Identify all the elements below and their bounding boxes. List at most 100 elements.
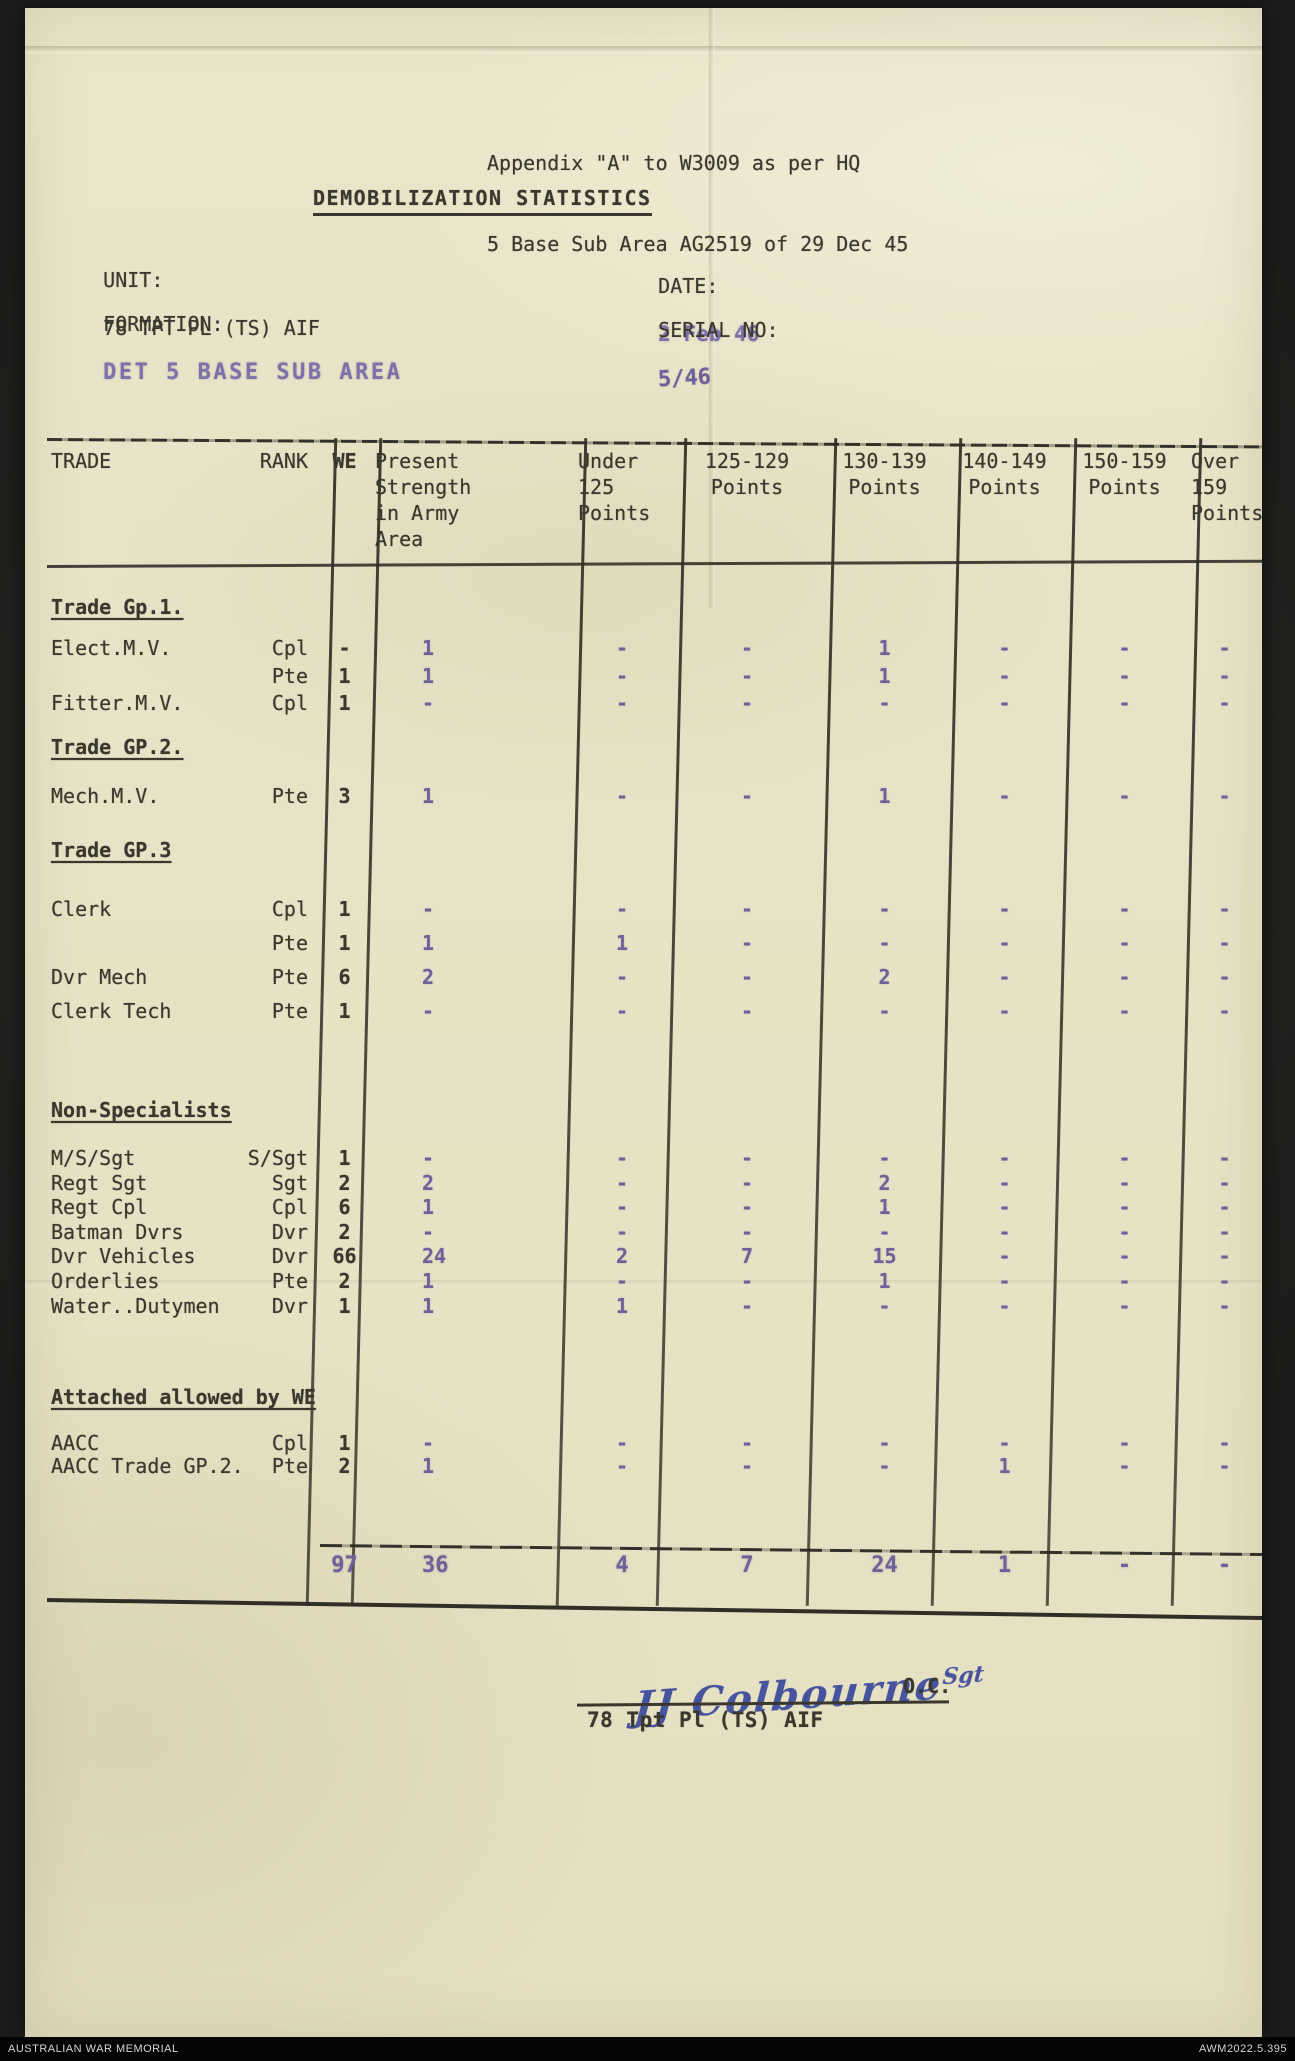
rank-cell: Cpl xyxy=(271,1431,308,1455)
value-cell: 15 xyxy=(872,1244,897,1269)
we-cell: 1 xyxy=(338,691,351,715)
totals-cell-we: 97 xyxy=(331,1553,358,1578)
value-cell: 1 xyxy=(878,636,891,660)
value-cell: - xyxy=(1218,663,1231,688)
trade-cell: M/S/Sgt xyxy=(51,1146,136,1170)
value-cell: - xyxy=(1118,663,1131,688)
section-heading: Trade GP.2. xyxy=(51,735,184,759)
value-cell: 2 xyxy=(422,965,435,989)
table-row: Fitter.M.V. Cpl 1 - - - - - - - xyxy=(47,692,1262,715)
value-cell: 7 xyxy=(740,1244,754,1269)
stats-table: TRADE RANK WE Present Strength in Army A… xyxy=(46,438,1262,1620)
we-cell: 3 xyxy=(338,784,351,808)
table-row: Dvr Mech Pte 6 2 - - 2 - - - xyxy=(47,966,1262,989)
trade-cell: Regt Cpl xyxy=(51,1195,148,1220)
value-cell: - xyxy=(1218,1454,1231,1478)
table-row: Water..Dutymen Dvr 1 1 1 - - - - - xyxy=(47,1293,1262,1318)
section-heading: Trade Gp.1. xyxy=(51,595,184,619)
table-header-row: TRADE RANK WE Present Strength in Army A… xyxy=(47,448,1262,552)
value-cell: - xyxy=(1218,897,1231,921)
rank-cell: Sgt xyxy=(271,1170,308,1195)
column-header-we: WE xyxy=(332,449,357,473)
value-cell: - xyxy=(1118,965,1131,989)
value-cell: 1 xyxy=(878,1195,891,1220)
value-cell: - xyxy=(878,1219,891,1244)
table-top-border xyxy=(46,438,1262,449)
value-cell: - xyxy=(422,1219,435,1244)
trade-cell: Dvr Vehicles xyxy=(51,1244,196,1269)
value-cell: - xyxy=(615,999,629,1023)
paper-crease-horizontal xyxy=(25,46,1262,53)
value-cell: 1 xyxy=(422,636,435,660)
we-cell: 6 xyxy=(338,965,351,989)
rank-cell: Pte xyxy=(271,784,308,808)
value-cell: 2 xyxy=(878,1170,891,1195)
we-cell: 2 xyxy=(338,1219,351,1244)
we-cell: 1 xyxy=(338,931,351,955)
appendix-line-1: Appendix "A" to W3009 as per HQ xyxy=(487,151,861,175)
value-cell: - xyxy=(1218,965,1231,989)
value-cell: - xyxy=(740,1269,754,1293)
rank-cell: Pte xyxy=(271,1269,308,1293)
column-header-present-strength: Present Strength in Army Area xyxy=(375,449,472,551)
value-cell: - xyxy=(998,1269,1011,1293)
value-cell: - xyxy=(740,1170,754,1195)
column-header-150-159: 150-159 Points xyxy=(1082,449,1167,499)
rank-cell: Dvr xyxy=(271,1293,308,1318)
archive-caption-bar: AUSTRALIAN WAR MEMORIAL AWM2022.5.395 xyxy=(0,2037,1295,2061)
value-cell: - xyxy=(615,965,629,989)
value-cell: - xyxy=(615,1195,629,1220)
signature-title: O.C. xyxy=(903,1674,952,1698)
rank-cell: Cpl xyxy=(271,1195,308,1220)
value-cell: 1 xyxy=(615,931,629,955)
date-value: 2 Feb 46 xyxy=(658,322,760,346)
rank-cell: Cpl xyxy=(271,691,308,715)
trade-cell: Fitter.M.V. xyxy=(51,691,184,715)
rank-cell: Pte xyxy=(271,931,308,955)
column-header-rank: RANK xyxy=(259,449,308,473)
value-cell: - xyxy=(740,1431,754,1455)
totals-cell-over-159: - xyxy=(1217,1553,1232,1578)
we-cell: 1 xyxy=(338,663,351,688)
value-cell: - xyxy=(998,1170,1011,1195)
column-header-140-149: 140-149 Points xyxy=(962,449,1047,499)
value-cell: - xyxy=(1218,999,1231,1023)
trade-cell: AACC xyxy=(51,1431,100,1455)
section-heading: Attached allowed by WE xyxy=(51,1385,316,1409)
table-row: Orderlies Pte 2 1 - - 1 - - - xyxy=(47,1270,1262,1293)
we-cell: 2 xyxy=(338,1269,351,1293)
value-cell: - xyxy=(615,636,629,660)
value-cell: - xyxy=(740,784,754,808)
value-cell: - xyxy=(1218,636,1231,660)
paper-crease-vertical xyxy=(709,8,715,608)
value-cell: - xyxy=(998,784,1011,808)
value-cell: - xyxy=(615,1269,629,1293)
value-cell: - xyxy=(1118,1431,1131,1455)
value-cell: - xyxy=(1218,1431,1231,1455)
table-header-rule xyxy=(46,559,1262,568)
value-cell: 24 xyxy=(422,1244,447,1269)
we-cell: 66 xyxy=(332,1244,357,1269)
value-cell: - xyxy=(1118,636,1131,660)
table-row: Pte 1 1 1 - - - - - xyxy=(47,932,1262,955)
table-row: Dvr Vehicles Dvr 66 24 2 7 15 - - - xyxy=(47,1245,1262,1268)
value-cell: - xyxy=(878,691,891,715)
table-row: AACC Cpl 1 - - - - - - - xyxy=(47,1432,1262,1455)
value-cell: - xyxy=(740,999,754,1023)
value-cell: 1 xyxy=(878,1269,891,1293)
value-cell: 1 xyxy=(422,1293,435,1318)
totals-cell-130-139: 24 xyxy=(871,1553,898,1578)
value-cell: - xyxy=(615,784,629,808)
trade-cell: Elect.M.V. xyxy=(51,636,172,660)
value-cell: - xyxy=(878,999,891,1023)
value-cell: - xyxy=(1118,784,1131,808)
table-row: AACC Trade GP.2. Pte 2 1 - - - 1 - - xyxy=(47,1455,1262,1478)
we-cell: 1 xyxy=(338,1146,351,1170)
value-cell: - xyxy=(1118,897,1131,921)
trade-cell: Batman Dvrs xyxy=(51,1219,184,1244)
value-cell: - xyxy=(1118,691,1131,715)
value-cell: - xyxy=(740,663,754,688)
value-cell: - xyxy=(878,1431,891,1455)
value-cell: - xyxy=(615,691,629,715)
totals-cell-under-125: 4 xyxy=(615,1553,629,1578)
